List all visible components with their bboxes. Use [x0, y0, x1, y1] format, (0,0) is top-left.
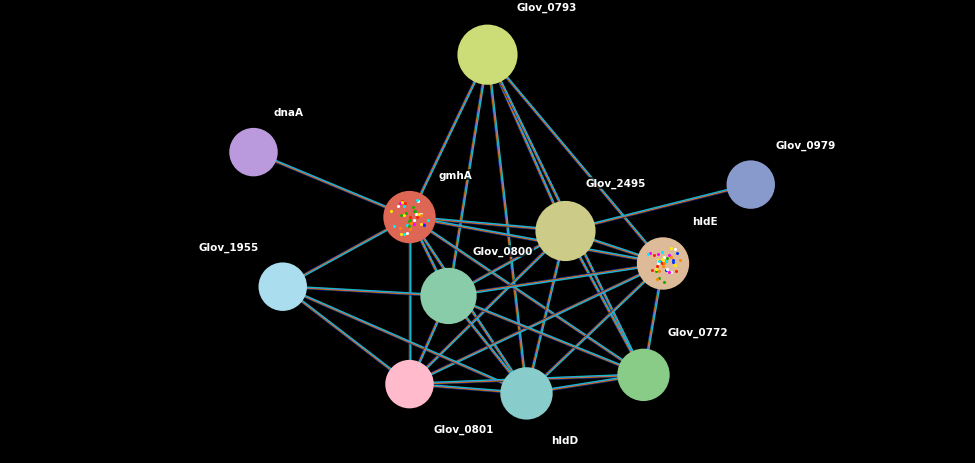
Text: dnaA: dnaA — [273, 108, 303, 118]
Text: Glov_2495: Glov_2495 — [585, 178, 645, 188]
Text: Glov_1955: Glov_1955 — [198, 242, 258, 253]
Circle shape — [386, 361, 433, 407]
Circle shape — [384, 192, 435, 243]
Circle shape — [618, 350, 669, 400]
Circle shape — [458, 26, 517, 85]
Text: hldE: hldE — [692, 217, 718, 226]
Text: gmhA: gmhA — [439, 170, 473, 180]
Circle shape — [501, 368, 552, 419]
Text: Glov_0793: Glov_0793 — [517, 2, 577, 13]
Text: Glov_0979: Glov_0979 — [775, 140, 836, 151]
Circle shape — [230, 130, 277, 176]
Circle shape — [259, 264, 306, 310]
Circle shape — [421, 269, 476, 324]
Text: hldD: hldD — [551, 435, 578, 445]
Text: Glov_0800: Glov_0800 — [473, 246, 533, 256]
Circle shape — [536, 202, 595, 261]
Circle shape — [638, 238, 688, 289]
Text: Glov_0801: Glov_0801 — [434, 424, 494, 434]
Text: Glov_0772: Glov_0772 — [668, 327, 728, 338]
Circle shape — [727, 162, 774, 208]
